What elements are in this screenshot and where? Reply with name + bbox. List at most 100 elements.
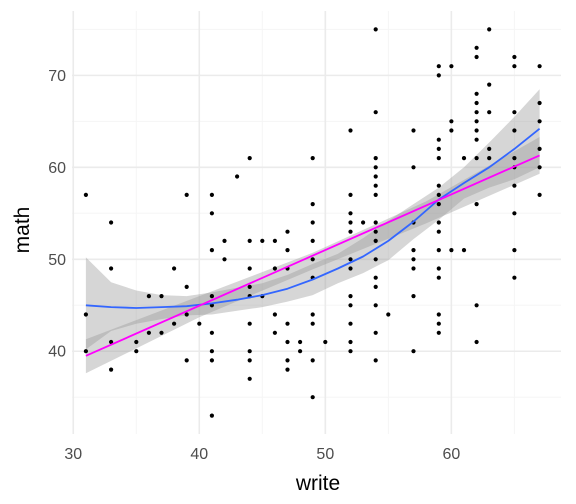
x-tick-label: 50 [316,446,334,463]
data-point [348,220,353,225]
data-point [436,192,441,197]
data-point [348,349,353,354]
data-point [436,146,441,151]
x-axis-title: write [295,472,340,495]
data-point [146,294,151,299]
data-point [109,266,114,271]
data-point [285,367,290,372]
data-point [373,229,378,234]
data-point [449,64,454,69]
loess-confidence-ribbon [85,89,540,350]
data-point [373,110,378,115]
data-point [83,312,88,317]
data-point [361,220,366,225]
data-point [436,220,441,225]
data-point [373,358,378,363]
data-point [474,339,479,345]
y-axis-tick-labels: 40 50 60 70 [48,68,66,361]
data-point [310,358,315,363]
data-point [134,349,139,354]
data-point [436,202,441,207]
data-point [247,266,252,271]
data-point [436,248,441,253]
data-point [512,275,517,280]
data-point [209,211,214,216]
data-point [436,229,441,234]
data-point [247,156,252,161]
data-point [209,330,214,335]
data-point [285,321,290,326]
data-point [474,156,479,161]
data-points [83,27,542,418]
data-point [436,64,441,69]
data-point [222,238,227,243]
data-point [348,128,353,133]
y-tick-label: 40 [48,344,66,361]
data-point [247,376,252,381]
data-point [411,266,416,271]
data-point [373,275,378,280]
data-point [373,284,378,289]
major-gridlines [72,11,561,434]
data-point [323,339,328,345]
data-point [285,248,290,253]
data-point [222,257,227,262]
x-axis-tick-labels: 30 40 50 60 [64,446,460,463]
data-point [373,192,378,197]
data-point [474,202,479,207]
x-tick-label: 30 [64,446,82,463]
data-point [184,312,189,317]
data-point [436,266,441,271]
data-point [537,119,542,124]
data-point [411,349,416,354]
data-point [298,349,303,354]
data-point [512,128,517,133]
data-point [310,321,315,326]
data-point [512,110,517,115]
data-point [348,211,353,216]
data-point [474,137,479,142]
data-point [436,275,441,280]
data-point [373,27,378,32]
loess-fit-line [85,127,541,309]
x-tick-label: 60 [442,446,460,463]
data-point [373,220,378,225]
data-point [209,413,214,418]
data-point [487,110,492,115]
data-point [272,312,277,317]
data-point [373,174,378,179]
data-point [310,238,315,243]
data-point [184,358,189,363]
data-point [348,257,353,262]
data-point [310,257,315,262]
data-point [310,312,315,317]
data-point [512,54,517,60]
data-point [172,266,177,271]
data-point [411,165,416,170]
y-axis-title: math [11,207,34,254]
data-point [83,349,88,354]
data-point [449,119,454,124]
data-point [285,358,290,363]
data-point [247,284,252,289]
data-point [474,100,479,106]
data-point [272,330,277,335]
data-point [348,339,353,345]
y-tick-label: 70 [48,68,66,85]
data-point [348,229,353,234]
data-point [298,339,303,345]
data-point [373,303,378,308]
data-point [537,64,542,69]
data-point [436,137,441,142]
data-point [83,192,88,197]
data-point [310,202,315,207]
data-point [247,321,252,326]
data-point [247,349,252,354]
data-point [310,156,315,161]
y-tick-label: 60 [48,160,66,177]
data-point [474,54,479,60]
fit-lines [85,127,541,357]
data-point [487,146,492,151]
data-point [184,284,189,289]
x-tick-label: 40 [190,446,208,463]
